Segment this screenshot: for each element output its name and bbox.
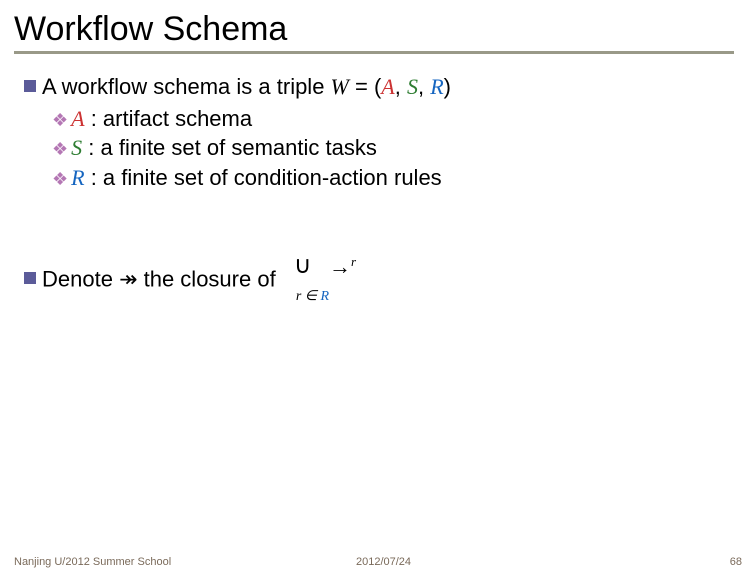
footer-left: Nanjing U/2012 Summer School — [14, 556, 171, 568]
footer-right: 68 — [730, 556, 742, 568]
comma2: , — [418, 74, 430, 99]
symbol-W: W — [331, 74, 349, 99]
symbol-A: A — [381, 74, 394, 99]
equals-text: = ( — [349, 74, 381, 99]
page-title: Workflow Schema — [0, 0, 756, 51]
twohead-arrow-icon: ↠ — [119, 266, 137, 291]
sub3-text: : a finite set of condition-action rules — [85, 165, 442, 190]
arrow-icon: → — [329, 254, 351, 279]
sub-item-R: ❖R : a finite set of condition-action ru… — [52, 163, 732, 193]
comma1: , — [395, 74, 407, 99]
footer: Nanjing U/2012 Summer School 2012/07/24 … — [14, 556, 742, 568]
square-bullet-icon — [24, 272, 36, 284]
content-area: A workflow schema is a triple W = (A, S,… — [0, 72, 756, 310]
diamond-bullet-icon: ❖ — [52, 108, 68, 132]
union-subscript: r ∈ R — [296, 289, 329, 304]
footer-center: 2012/07/24 — [356, 556, 411, 568]
symbol-S: S — [407, 74, 418, 99]
union-expression: ∪ r ∈ R — [294, 251, 327, 310]
sub-item-S: ❖S : a finite set of semantic tasks — [52, 133, 732, 163]
symbol-R-sub: R — [71, 165, 84, 190]
square-bullet-icon — [24, 80, 36, 92]
sub-item-A: ❖A : artifact schema — [52, 104, 732, 134]
union-icon: ∪ — [294, 252, 312, 279]
diamond-bullet-icon: ❖ — [52, 167, 68, 191]
diamond-bullet-icon: ❖ — [52, 137, 68, 161]
definition-line: A workflow schema is a triple W = (A, S,… — [24, 72, 732, 102]
sub2-text: : a finite set of semantic tasks — [82, 135, 377, 160]
symbol-S-sub: S — [71, 135, 82, 160]
denote-mid: the closure of — [138, 266, 282, 291]
denote-line: Denote ↠ the closure of ∪ r ∈ R→r — [24, 251, 732, 310]
sub1-text: : artifact schema — [85, 106, 253, 131]
symbol-A-sub: A — [71, 106, 84, 131]
symbol-R: R — [430, 74, 443, 99]
arrow-superscript: r — [351, 254, 356, 269]
title-underline — [14, 51, 734, 54]
def-text: A workflow schema is a triple — [42, 74, 331, 99]
close-paren: ) — [444, 74, 451, 99]
denote-pre: Denote — [42, 266, 119, 291]
